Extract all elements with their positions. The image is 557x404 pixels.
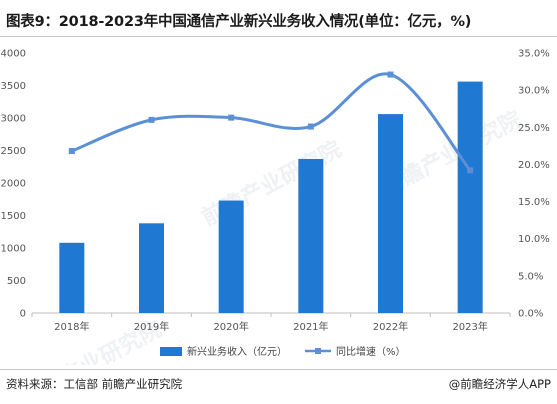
- y-left-tick-label: 500: [7, 276, 26, 287]
- growth-point-2022年: [387, 71, 394, 78]
- y-left-tick-label: 3500: [1, 81, 26, 92]
- brand-credit: @前瞻经济学人APP: [448, 377, 551, 391]
- bar-2023年: [457, 81, 483, 313]
- y-right-tick-label: 10.0%: [518, 234, 550, 245]
- bar-2021年: [298, 158, 324, 313]
- legend-line-label: 同比增速（%）: [336, 345, 406, 358]
- chart-legend: 新兴业务收入（亿元） 同比增速（%）: [160, 345, 406, 358]
- y-right-tick-label: 0.0%: [518, 309, 543, 320]
- y-right-tick-label: 25.0%: [518, 123, 550, 134]
- legend-bar-label: 新兴业务收入（亿元）: [187, 345, 287, 358]
- chart-title: 图表9：2018-2023年中国通信产业新兴业务收入情况(单位：亿元，%): [6, 14, 472, 30]
- y-left-tick-label: 0: [20, 309, 26, 320]
- x-tick-label: 2018年: [54, 320, 89, 333]
- growth-point-2021年: [307, 123, 314, 130]
- bar-2018年: [59, 242, 85, 313]
- line-series: [68, 71, 474, 174]
- legend-bar-swatch: [160, 347, 182, 356]
- growth-point-2019年: [148, 116, 155, 123]
- y-left-tick-label: 2000: [1, 179, 26, 190]
- chart-axes: 0 500 1000 1500 2000 2500 3000 3500 4000 0.0% 5.0%…: [1, 49, 550, 334]
- bar-series: [59, 81, 483, 313]
- x-tick-label: 2021年: [293, 320, 328, 333]
- bar-2022年: [378, 114, 403, 313]
- y-right-tick-label: 30.0%: [518, 86, 550, 97]
- y-right-tick-label: 20.0%: [518, 160, 550, 171]
- source-note: 资料来源：工信部 前瞻产业研究院: [6, 377, 183, 391]
- bar-2019年: [139, 223, 164, 313]
- x-tick-label: 2020年: [213, 320, 248, 333]
- y-right-tick-label: 35.0%: [518, 49, 550, 60]
- footer-divider: [0, 369, 557, 370]
- growth-line: [71, 72, 472, 172]
- y-left-tick-label: 1000: [1, 244, 26, 255]
- title-divider: [0, 36, 557, 37]
- growth-point-2018年: [68, 148, 75, 155]
- x-tick-label: 2023年: [452, 320, 487, 333]
- legend-line-marker: [315, 348, 321, 354]
- bar-2020年: [218, 200, 244, 313]
- y-left-tick-label: 2500: [1, 146, 26, 157]
- y-right-tick-label: 5.0%: [518, 271, 543, 282]
- x-tick-label: 2019年: [134, 320, 169, 333]
- y-left-tick-label: 3000: [1, 114, 26, 125]
- x-tick-label: 2022年: [373, 320, 408, 333]
- y-left-tick-label: 1500: [1, 211, 26, 222]
- y-right-tick-label: 15.0%: [518, 197, 550, 208]
- y-left-tick-label: 4000: [1, 49, 26, 60]
- growth-point-2023年: [467, 167, 474, 174]
- growth-point-2020年: [228, 114, 235, 121]
